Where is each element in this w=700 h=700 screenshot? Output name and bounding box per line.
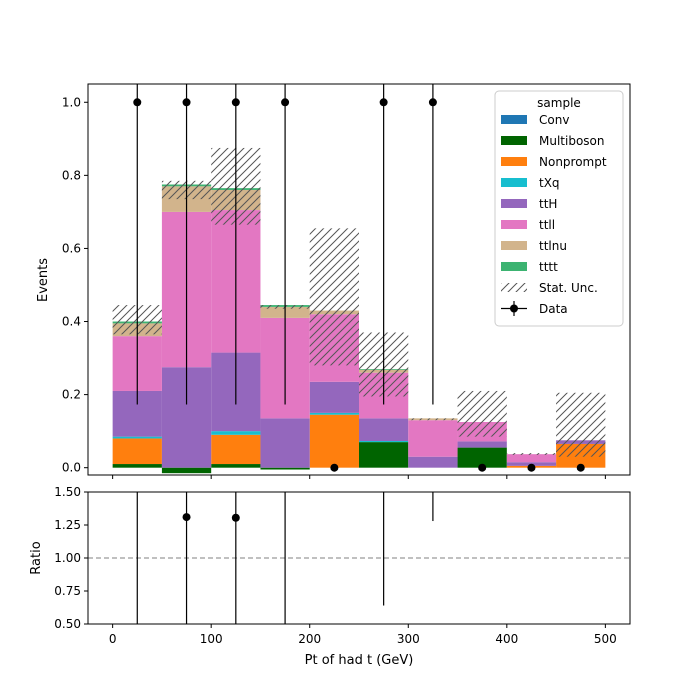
data-point-4 [330, 463, 339, 472]
ratio-point-1 [182, 513, 191, 522]
legend-swatch-multiboson [501, 136, 527, 145]
ratio-y-tick-label-1: 0.75 [54, 584, 81, 598]
bar-tth-bin-7 [457, 441, 507, 448]
x-tick-label-2: 200 [298, 632, 321, 646]
x-axis-label: Pt of had t (GeV) [305, 653, 414, 668]
legend-label-conv: Conv [539, 113, 569, 127]
x-tick-label-3: 300 [397, 632, 420, 646]
bar-multiboson-bin-3 [260, 467, 310, 470]
data-point-6 [428, 98, 437, 107]
legend-swatch-nonprompt [501, 157, 527, 166]
bar-tth-bin-5 [359, 418, 409, 442]
bar-multiboson-bin-7 [457, 447, 507, 468]
bar-ttll-bin-6 [408, 420, 458, 457]
bar-txq-bin-2 [211, 431, 261, 435]
ratio-points [136, 492, 434, 624]
ratio-y-tick-label-4: 1.50 [54, 485, 81, 499]
data-point-5 [379, 98, 388, 107]
data-point-7 [478, 463, 487, 472]
legend-title: sample [537, 96, 581, 110]
bar-nonprompt-bin-4 [309, 414, 359, 468]
legend-data-marker [510, 304, 518, 313]
legend-label-txq: tXq [539, 176, 560, 190]
x-tick-label-5: 500 [594, 632, 617, 646]
bar-tth-bin-3 [260, 418, 310, 468]
stat-unc-bin-9 [556, 392, 606, 457]
ratio-y-tick-label-0: 0.50 [54, 617, 81, 631]
bar-tth-bin-6 [408, 456, 458, 468]
legend-label-nonprompt: Nonprompt [539, 155, 607, 169]
stat-unc-bin-7 [457, 390, 507, 437]
legend-label-stat-unc: Stat. Unc. [539, 281, 598, 295]
main-y-tick-label-1: 0.2 [62, 388, 81, 402]
data-point-2 [231, 98, 240, 107]
bar-ttll-bin-8 [506, 454, 557, 463]
legend-swatch-tth [501, 199, 527, 208]
bar-nonprompt-bin-2 [211, 434, 261, 465]
legend-label-multiboson: Multiboson [539, 134, 605, 148]
main-axes-frame [87, 83, 631, 476]
ratio-y-axis-label: Ratio [29, 541, 44, 574]
stat-unc-bin-8 [506, 453, 557, 455]
main-y-tick-label-4: 0.8 [62, 168, 81, 182]
x-tick-label-4: 400 [495, 632, 518, 646]
bar-txq-bin-4 [309, 412, 359, 415]
bar-multiboson-bin-1 [161, 467, 212, 474]
legend-swatch-ttll [501, 220, 527, 229]
main-y-tick-label-0: 0.0 [62, 461, 81, 475]
data-point-1 [182, 98, 191, 107]
legend-swatch-stat-unc [501, 283, 527, 292]
legend-swatch-ttlnu [501, 241, 527, 250]
ratio-y-tick-label-3: 1.25 [54, 518, 81, 532]
legend-swatch-txq [501, 178, 527, 187]
main-y-tick-label-5: 1.0 [62, 95, 81, 109]
x-tick-label-1: 100 [200, 632, 223, 646]
legend-label-ttlnu: ttlnu [539, 239, 567, 253]
legend-label-tttt: tttt [539, 260, 558, 274]
data-point-3 [281, 98, 290, 107]
data-point-0 [133, 98, 142, 107]
legend-swatch-conv [501, 115, 527, 124]
bar-nonprompt-bin-0 [112, 438, 162, 465]
legend-label-data: Data [539, 302, 568, 316]
bar-txq-bin-0 [112, 436, 162, 439]
data-point-9 [576, 463, 585, 472]
stat-unc-bin-6 [408, 418, 458, 421]
legend-label-ttll: ttll [539, 218, 555, 232]
data-point-8 [527, 463, 536, 472]
main-y-tick-label-3: 0.6 [62, 241, 81, 255]
main-y-tick-label-2: 0.4 [62, 315, 81, 329]
legend-label-tth: ttH [539, 197, 557, 211]
data-points [133, 84, 585, 472]
bar-tth-bin-4 [309, 381, 359, 413]
legend: sample Conv Multiboson Nonprompt tXq ttH ttll t… [494, 90, 624, 327]
ratio-y-tick-label-2: 1.00 [54, 551, 81, 565]
legend-swatch-tttt [501, 262, 527, 271]
x-tick-label-0: 0 [109, 632, 117, 646]
ratio-point-2 [231, 513, 240, 522]
stat-unc-bin-4 [309, 228, 359, 366]
bar-txq-bin-5 [359, 441, 409, 443]
bar-multiboson-bin-2 [211, 464, 261, 468]
bar-multiboson-bin-0 [112, 464, 162, 468]
bar-multiboson-bin-5 [359, 442, 409, 468]
main-y-axis-label: Events [36, 258, 51, 302]
